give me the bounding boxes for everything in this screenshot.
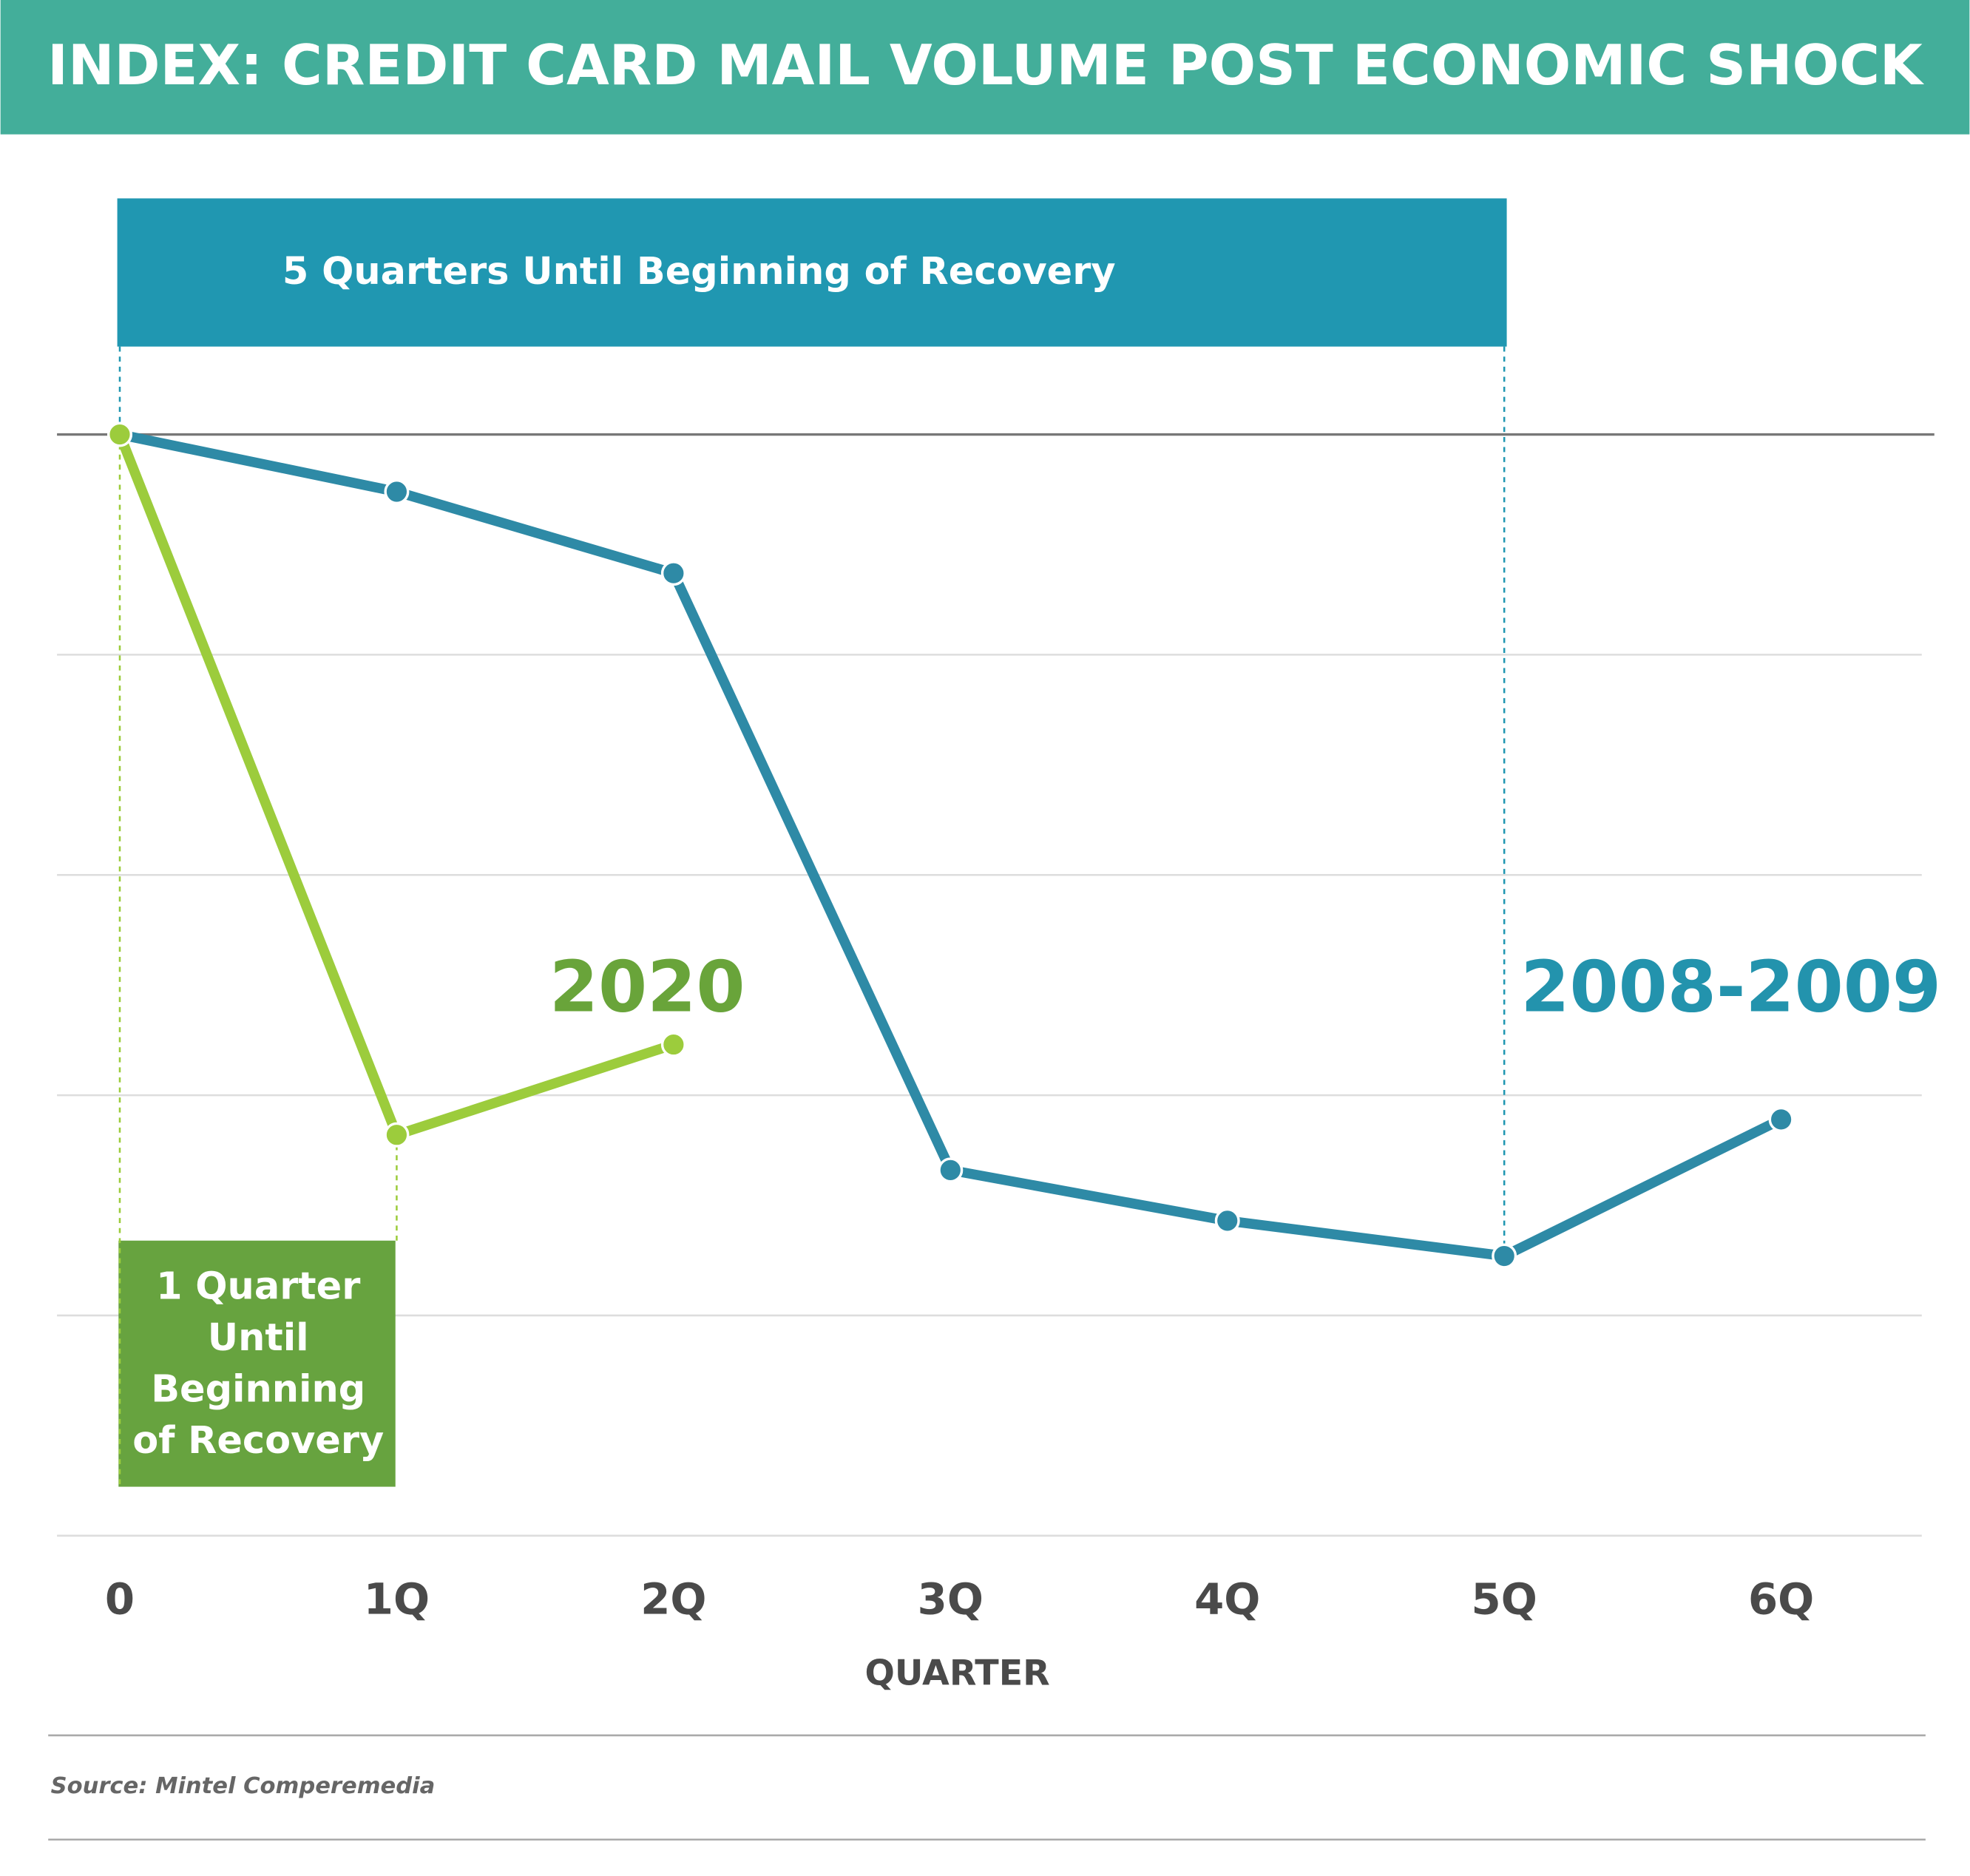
x-tick-label: 2Q (640, 1574, 706, 1624)
title-bar (0, 0, 1970, 135)
x-tick-label: 0 (105, 1574, 135, 1624)
annotation-text: of Recovery (132, 1419, 384, 1463)
annotation-text: 5 Quarters Until Beginning of Recovery (282, 250, 1116, 294)
x-tick-label: 4Q (1194, 1574, 1260, 1624)
annotation-box (117, 198, 1507, 347)
annotation-text: 1 Quarter (156, 1264, 360, 1308)
data-point (1768, 1106, 1794, 1132)
x-tick-label: 5Q (1472, 1574, 1537, 1624)
data-point (660, 1032, 686, 1057)
x-tick-label: 6Q (1748, 1574, 1814, 1624)
x-tick-label: 3Q (918, 1574, 984, 1624)
chart-title: INDEX: CREDIT CARD MAIL VOLUME POST ECON… (47, 33, 1925, 98)
data-point (1492, 1243, 1517, 1269)
legend-label: 2020 (549, 947, 745, 1028)
data-point (938, 1157, 964, 1183)
data-point (660, 561, 686, 586)
legend-label: 2008-2009 (1520, 947, 1941, 1028)
data-point (1214, 1208, 1240, 1233)
x-tick-label: 1Q (364, 1574, 430, 1624)
annotation-box (118, 1240, 396, 1487)
data-point (107, 421, 132, 447)
data-point (384, 479, 410, 504)
x-axis-label: QUARTER (865, 1653, 1050, 1693)
annotation-text: Beginning (151, 1368, 365, 1412)
annotation-text: Until (208, 1316, 309, 1360)
source: Source: Mintel Comperemedia (51, 1773, 436, 1799)
series-line (118, 429, 1784, 1262)
data-point (384, 1122, 410, 1148)
series-line (115, 433, 675, 1140)
